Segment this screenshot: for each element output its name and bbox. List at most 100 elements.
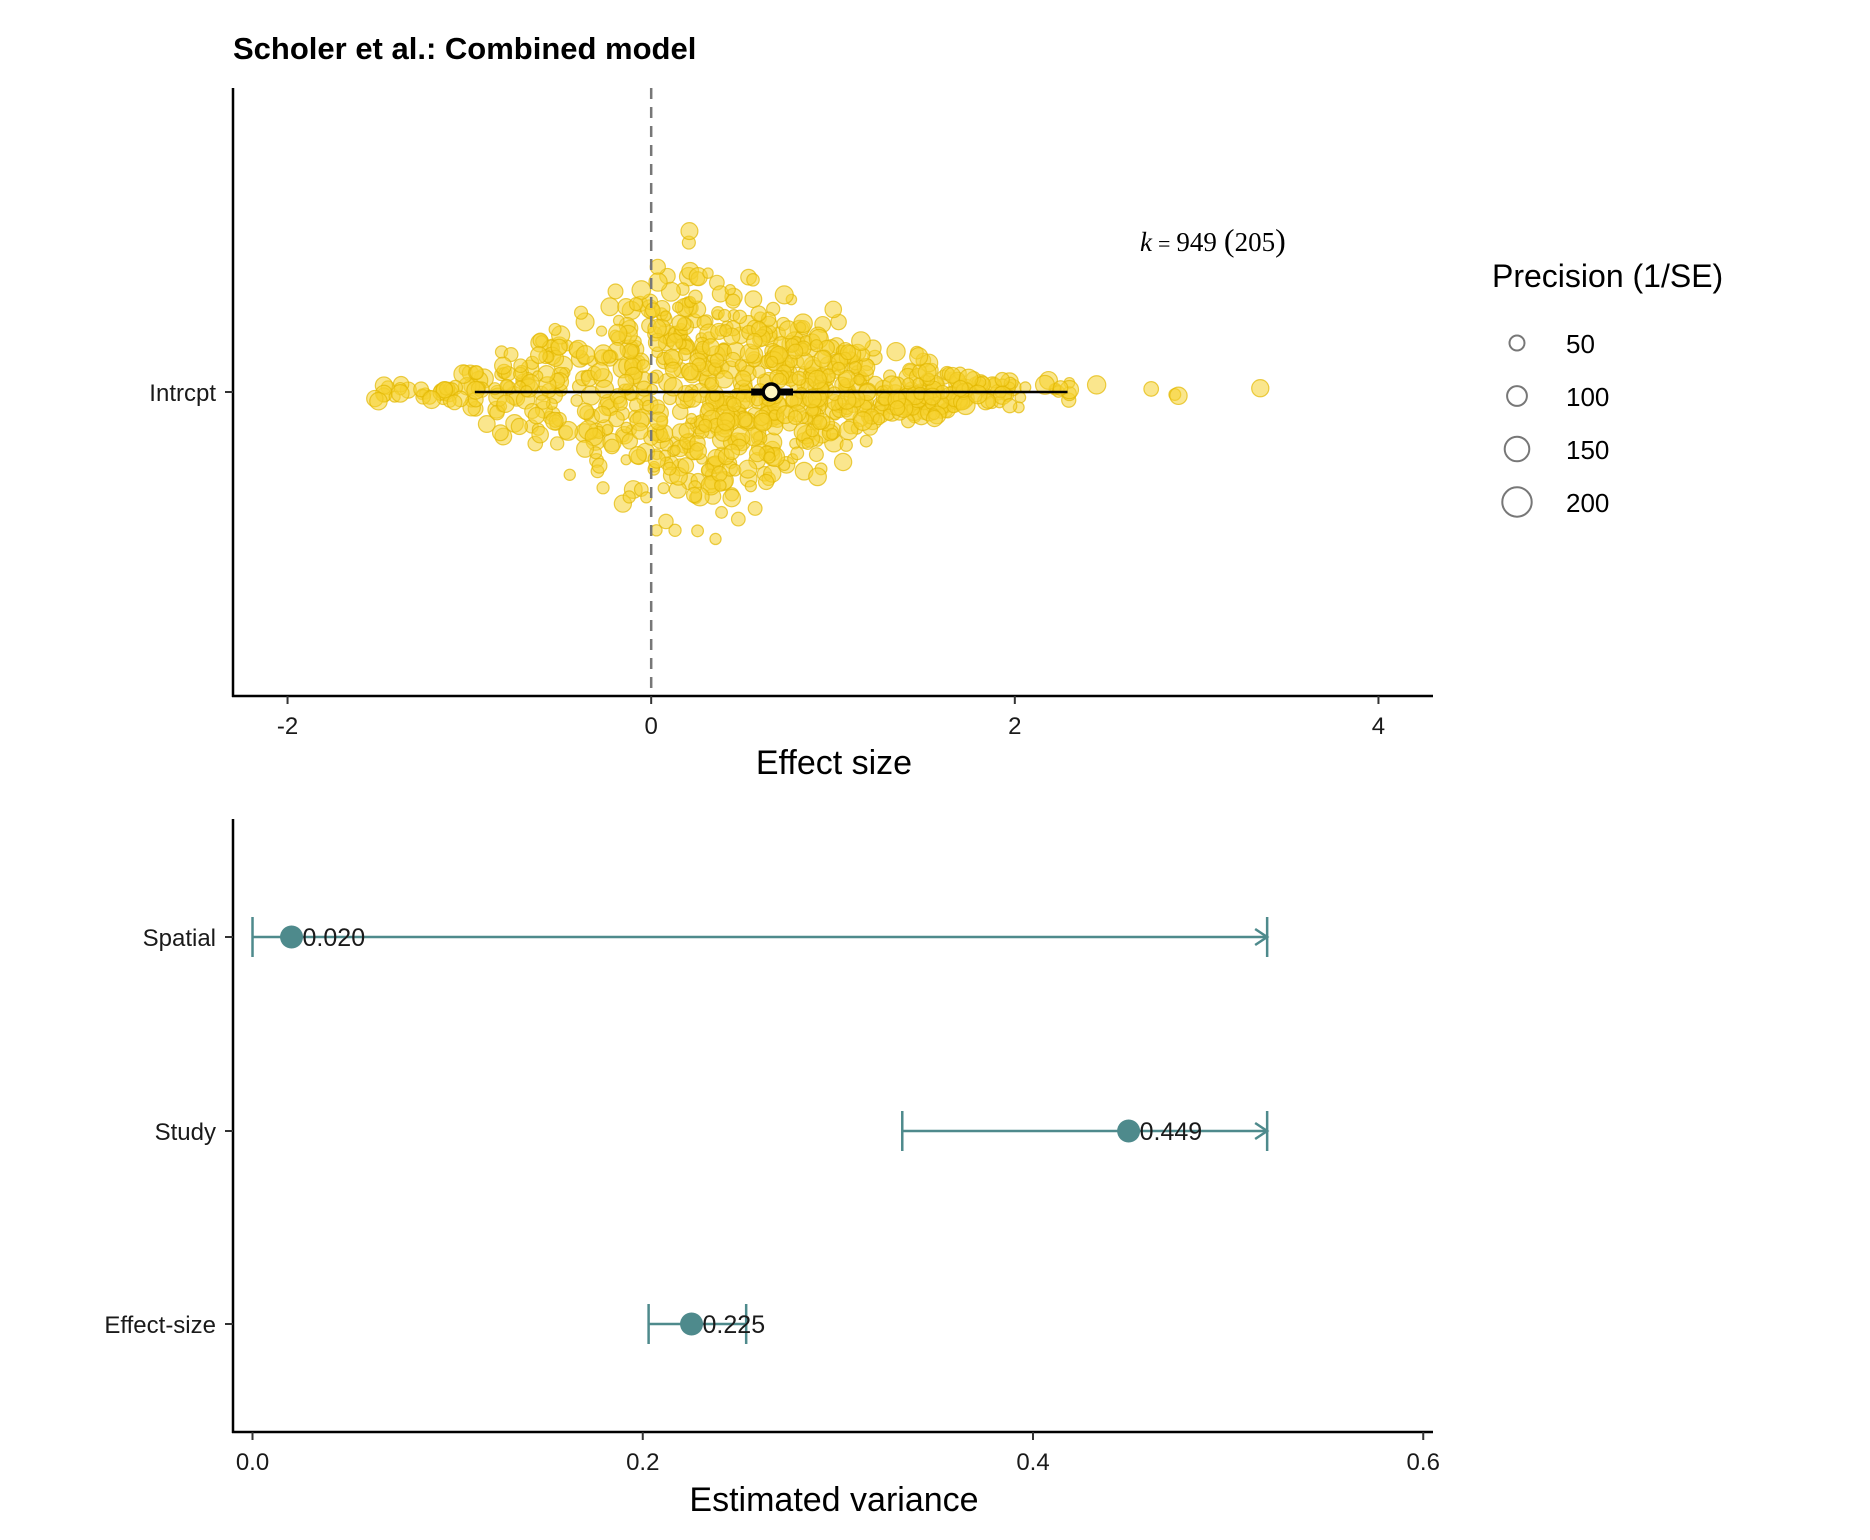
truncation-arrow [1254,1121,1270,1141]
effect-size-point [563,468,576,481]
effect-size-points [366,222,1270,546]
effect-size-point [701,338,720,357]
effect-size-point [413,381,430,398]
x-tick-label-bottom: 0.6 [1407,1449,1440,1476]
bottom-axes: 0.0 0.2 0.4 0.6 Spatial Study Effect-size [104,819,1440,1476]
effect-size-point [672,301,684,313]
effect-size-point [715,505,728,519]
effect-size-point [535,394,551,410]
effect-size-point [730,511,746,527]
effect-size-point [716,412,736,431]
effect-size-point [607,323,628,344]
effect-size-point [951,379,969,397]
effect-size-point [747,500,763,516]
effect-size-point [660,310,672,322]
effect-size-point [666,333,684,351]
effect-size-point [685,486,703,504]
effect-size-point [530,346,548,364]
effect-size-point [477,415,496,433]
effect-size-point [435,380,454,399]
effect-size-point [791,370,807,386]
bottom-panel: 0.020 0.449 0.225 0.0 0.2 0.4 0.6 Spatial Study… [104,819,1440,1519]
effect-size-point [1086,375,1107,395]
variance-point-study [1117,1119,1141,1143]
effect-size-point [550,338,568,356]
effect-size-point [644,302,661,319]
effect-size-point [738,459,758,479]
effect-size-point [748,445,766,463]
effect-size-point [859,434,873,448]
legend-label-50: 50 [1566,329,1595,359]
legend-label-100: 100 [1566,382,1609,412]
effect-size-point [809,339,824,353]
k-studies: 205 [1235,227,1276,257]
effect-size-point [595,325,608,337]
effect-size-point [446,394,463,411]
effect-size-point [545,411,564,431]
effect-size-point [600,297,620,317]
effect-size-point [510,417,529,436]
effect-size-point [593,405,612,424]
effect-size-point [617,373,635,391]
y-tick-label-intrcpt: Intrcpt [149,380,216,407]
effect-size-point [558,420,579,441]
variance-point-spatial [280,925,304,949]
legend-key-100 [1506,385,1528,407]
effect-size-point [499,378,514,394]
variance-marks: 0.020 0.449 0.225 [251,917,1270,1344]
effect-size-point [648,272,668,292]
effect-size-point [575,345,596,365]
effect-size-point [734,370,752,387]
effect-size-point [691,524,705,538]
variance-point-effect-size [680,1312,704,1336]
effect-size-point [647,371,660,384]
effect-size-point [1014,391,1027,404]
k-symbol: k [1140,227,1153,257]
precision-legend: Precision (1/SE) 50 100 150 200 [1492,258,1723,518]
effect-size-point [620,421,633,434]
effect-size-point [591,457,608,474]
effect-size-point [837,390,857,410]
effect-size-point [689,442,708,461]
top-panel: Scholer et al.: Combined model -2 0 2 4 Intr… [149,31,1723,782]
effect-size-point [531,425,549,444]
effect-size-point [753,412,773,432]
effect-size-point [650,524,663,537]
effect-size-point [853,411,873,432]
pooled-mean-point [761,382,781,402]
x-tick-label-top: 0 [645,713,658,740]
effect-size-point [787,410,803,426]
effect-size-point [496,394,515,414]
effect-size-point [851,331,871,352]
effect-size-point [677,457,695,474]
legend-label-200: 200 [1566,488,1609,518]
effect-size-point [649,258,666,276]
effect-size-point [590,362,610,382]
effect-size-point [808,467,827,487]
effect-size-point [621,433,639,450]
effect-size-point [677,347,692,362]
effect-size-point [732,309,748,325]
effect-size-point [902,377,915,390]
value-label-spatial: 0.020 [303,924,366,952]
top-axes: -2 0 2 4 Intrcpt [149,88,1433,740]
effect-size-point [967,384,988,405]
effect-size-point [833,452,853,472]
x-axis-title-estimated-variance: Estimated variance [689,1481,978,1519]
x-tick-label-top: 2 [1008,713,1021,740]
effect-size-point [715,370,734,389]
effect-size-point [807,369,827,390]
value-label-study: 0.449 [1140,1118,1203,1146]
effect-size-point [923,387,942,406]
effect-size-point [746,273,760,287]
effect-size-point [595,379,615,399]
effect-size-point [631,280,652,300]
effect-size-point [744,290,763,309]
effect-size-point [678,422,695,439]
effect-size-point [683,388,702,408]
effect-size-point [1251,378,1270,398]
x-axis-title-effect-size: Effect size [756,744,912,782]
effect-size-point [607,283,624,300]
chart-title: Scholer et al.: Combined model [233,31,696,66]
effect-size-point [711,465,728,483]
